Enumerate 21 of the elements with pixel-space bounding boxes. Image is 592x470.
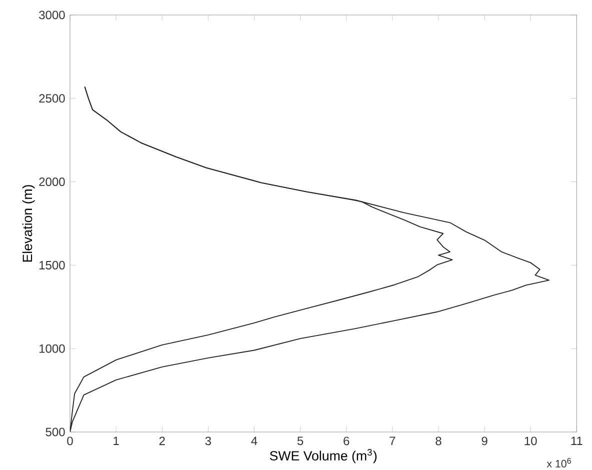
y-tick-label: 1500 [40,260,65,270]
y-tick-label: 1000 [40,344,65,353]
text: x 10$^{6}$ [546,458,571,468]
x-tick-label: 3 [205,436,211,446]
x-tick-label: 9 [482,436,488,446]
x-tick-label: 4 [251,436,258,445]
x-tick-label: 11 [571,436,582,445]
x-axis-title: SWE Volume (m$^{3}$) [270,449,377,464]
x-tick-label: 10 [524,436,537,446]
y-tick-label: 500 [46,428,65,436]
x-tick-label: 6 [344,436,350,446]
y-tick-label: 2000 [39,178,65,186]
x-tick-label: 5 [297,436,304,446]
y-axis-title: Elevation (m) [22,185,35,262]
x-tick-label: 8 [436,436,442,446]
y-tick-label: 3000 [39,10,65,20]
x-tick-label: 7 [390,436,396,445]
y-tick-label: 2500 [39,94,65,103]
x-tick-label: 1 [114,436,119,445]
x-tick-label: 2 [159,436,165,446]
x-tick-label: 0 [67,436,73,446]
